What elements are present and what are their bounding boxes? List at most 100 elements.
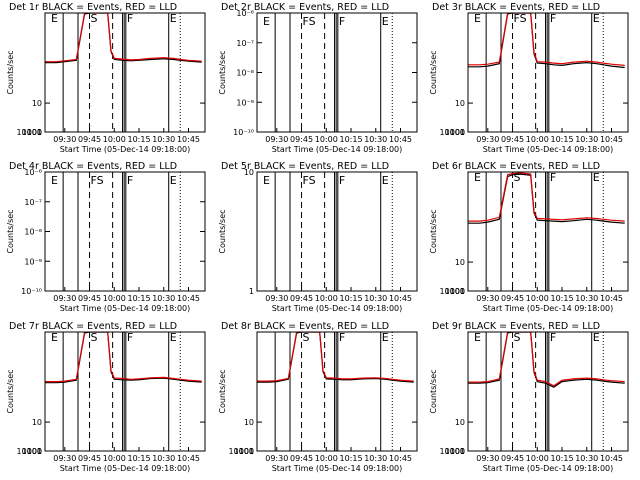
plot-frame (467, 331, 629, 452)
marker-annotation: F (550, 171, 556, 184)
x-axis-label: Start Time (05-Dec-14 09:18:00) (272, 304, 403, 313)
x-tick-label: 09:30 (265, 294, 288, 303)
x-tick-label: 09:45 (78, 294, 101, 303)
x-tick-label: 09:45 (501, 294, 524, 303)
y-tick-label: 10000 (440, 128, 465, 137)
marker-annotation: E (170, 331, 177, 344)
panel-2: Det 2r BLACK = Events, RED = LLD 10⁻¹⁰ 10⁻… (218, 2, 418, 154)
plot-frame (467, 171, 629, 292)
marker-annotation: E (170, 12, 177, 25)
y-tick-label: 10000 (440, 447, 465, 456)
panel-title: Det 2r BLACK = Events, RED = LLD (221, 2, 389, 13)
marker-annotation: E (593, 171, 600, 184)
plot-frame (256, 12, 418, 133)
marker-annotation: E (474, 331, 481, 344)
y-tick-label: 10⁻⁹ (236, 98, 254, 107)
y-tick-label: 1 (37, 447, 42, 456)
events-series-line (468, 173, 625, 224)
y-tick-label: 10000 (440, 287, 465, 296)
y-tick-label: 100 (27, 128, 42, 137)
x-axis-label: Start Time (05-Dec-14 09:18:00) (272, 464, 403, 473)
x-tick-label: 10:30 (152, 454, 175, 463)
marker-annotation: F (127, 174, 133, 187)
x-tick-label: 09:45 (290, 135, 313, 144)
x-tick-label: 10:30 (364, 294, 387, 303)
y-axis-label: Counts/sec (6, 369, 15, 413)
panel-5: Det 5r BLACK = Events, RED = LLD 1 10 09:30… (218, 161, 418, 313)
panel-title: Det 8r BLACK = Events, RED = LLD (221, 321, 389, 332)
x-tick-label: 10:15 (550, 454, 573, 463)
marker-annotation: S (514, 331, 521, 344)
x-tick-label: 10:00 (526, 135, 549, 144)
x-tick-label: 10:00 (103, 454, 126, 463)
y-tick-label: 100 (450, 447, 465, 456)
x-tick-label: 10:00 (315, 454, 338, 463)
x-axis-label: Start Time (05-Dec-14 09:18:00) (483, 304, 614, 313)
y-tick-label: 1 (460, 447, 465, 456)
panel-7: Det 7r BLACK = Events, RED = LLD11010010… (6, 321, 206, 473)
marker-annotation: FS (303, 174, 316, 187)
marker-annotation: F (339, 174, 345, 187)
x-tick-label: 09:30 (476, 135, 499, 144)
x-tick-label: 10:30 (364, 135, 387, 144)
plot-frame (44, 171, 206, 292)
y-tick-label: 10 (32, 418, 42, 427)
y-tick-label: 1000 (22, 447, 42, 456)
y-axis-label: Counts/sec (429, 209, 438, 253)
marker-annotation: S (303, 331, 310, 344)
events-series-line (468, 332, 625, 388)
events-series-line (257, 332, 414, 383)
y-tick-label: 100 (239, 447, 254, 456)
x-axis-label: Start Time (05-Dec-14 09:18:00) (483, 145, 614, 154)
y-tick-label: 10⁻⁸ (24, 228, 42, 237)
x-tick-label: 10:45 (389, 135, 412, 144)
y-tick-label: 10 (455, 258, 465, 267)
plot-frame (44, 12, 206, 133)
marker-annotation: E (474, 171, 481, 184)
lld-series-line (257, 332, 414, 382)
lld-series-line (45, 332, 202, 383)
x-tick-label: 10:15 (127, 135, 150, 144)
y-tick-label: 1 (249, 447, 254, 456)
x-tick-label: 10:15 (127, 454, 150, 463)
x-tick-label: 10:00 (526, 294, 549, 303)
x-tick-label: 10:30 (364, 454, 387, 463)
x-tick-label: 10:00 (103, 294, 126, 303)
panel-1: Det 1r BLACK = Events, RED = LLD11010010… (6, 2, 206, 154)
panel-title: Det 1r BLACK = Events, RED = LLD (9, 2, 177, 13)
y-tick-label: 10⁻⁶ (236, 9, 254, 18)
x-tick-label: 09:30 (476, 454, 499, 463)
events-series-line (468, 13, 625, 69)
marker-annotation: FS (514, 12, 527, 25)
y-axis-label: Counts/sec (218, 50, 227, 94)
marker-annotation: F (550, 12, 556, 25)
y-tick-label: 10⁻⁷ (24, 198, 42, 207)
x-tick-label: 10:15 (550, 135, 573, 144)
y-axis-label: Counts/sec (429, 369, 438, 413)
panel-3: Det 3r BLACK = Events, RED = LLD11010010… (429, 2, 629, 154)
marker-annotation: E (51, 331, 58, 344)
marker-annotation: S (91, 331, 98, 344)
y-tick-label: 100 (450, 128, 465, 137)
x-tick-label: 10:00 (526, 454, 549, 463)
y-axis-label: Counts/sec (218, 209, 227, 253)
marker-annotation: E (263, 15, 270, 28)
x-tick-label: 10:45 (177, 135, 200, 144)
panel-title: Det 3r BLACK = Events, RED = LLD (432, 2, 600, 13)
x-tick-label: 10:45 (177, 454, 200, 463)
x-tick-label: 09:30 (53, 294, 76, 303)
x-tick-label: 09:30 (265, 135, 288, 144)
y-tick-label: 1000 (22, 128, 42, 137)
y-tick-label: 10000 (17, 128, 42, 137)
plot-frame (467, 12, 629, 133)
panel-6: Det 6r BLACK = Events, RED = LLD11010010… (429, 161, 629, 313)
x-axis-label: Start Time (05-Dec-14 09:18:00) (60, 464, 191, 473)
marker-annotation: E (263, 174, 270, 187)
y-tick-label: 1 (37, 128, 42, 137)
marker-annotation: E (170, 174, 177, 187)
x-tick-label: 10:30 (575, 135, 598, 144)
y-tick-label: 10⁻¹⁰ (233, 128, 254, 137)
y-tick-label: 1000 (234, 447, 254, 456)
x-tick-label: 09:45 (290, 454, 313, 463)
events-series-line (45, 13, 202, 64)
